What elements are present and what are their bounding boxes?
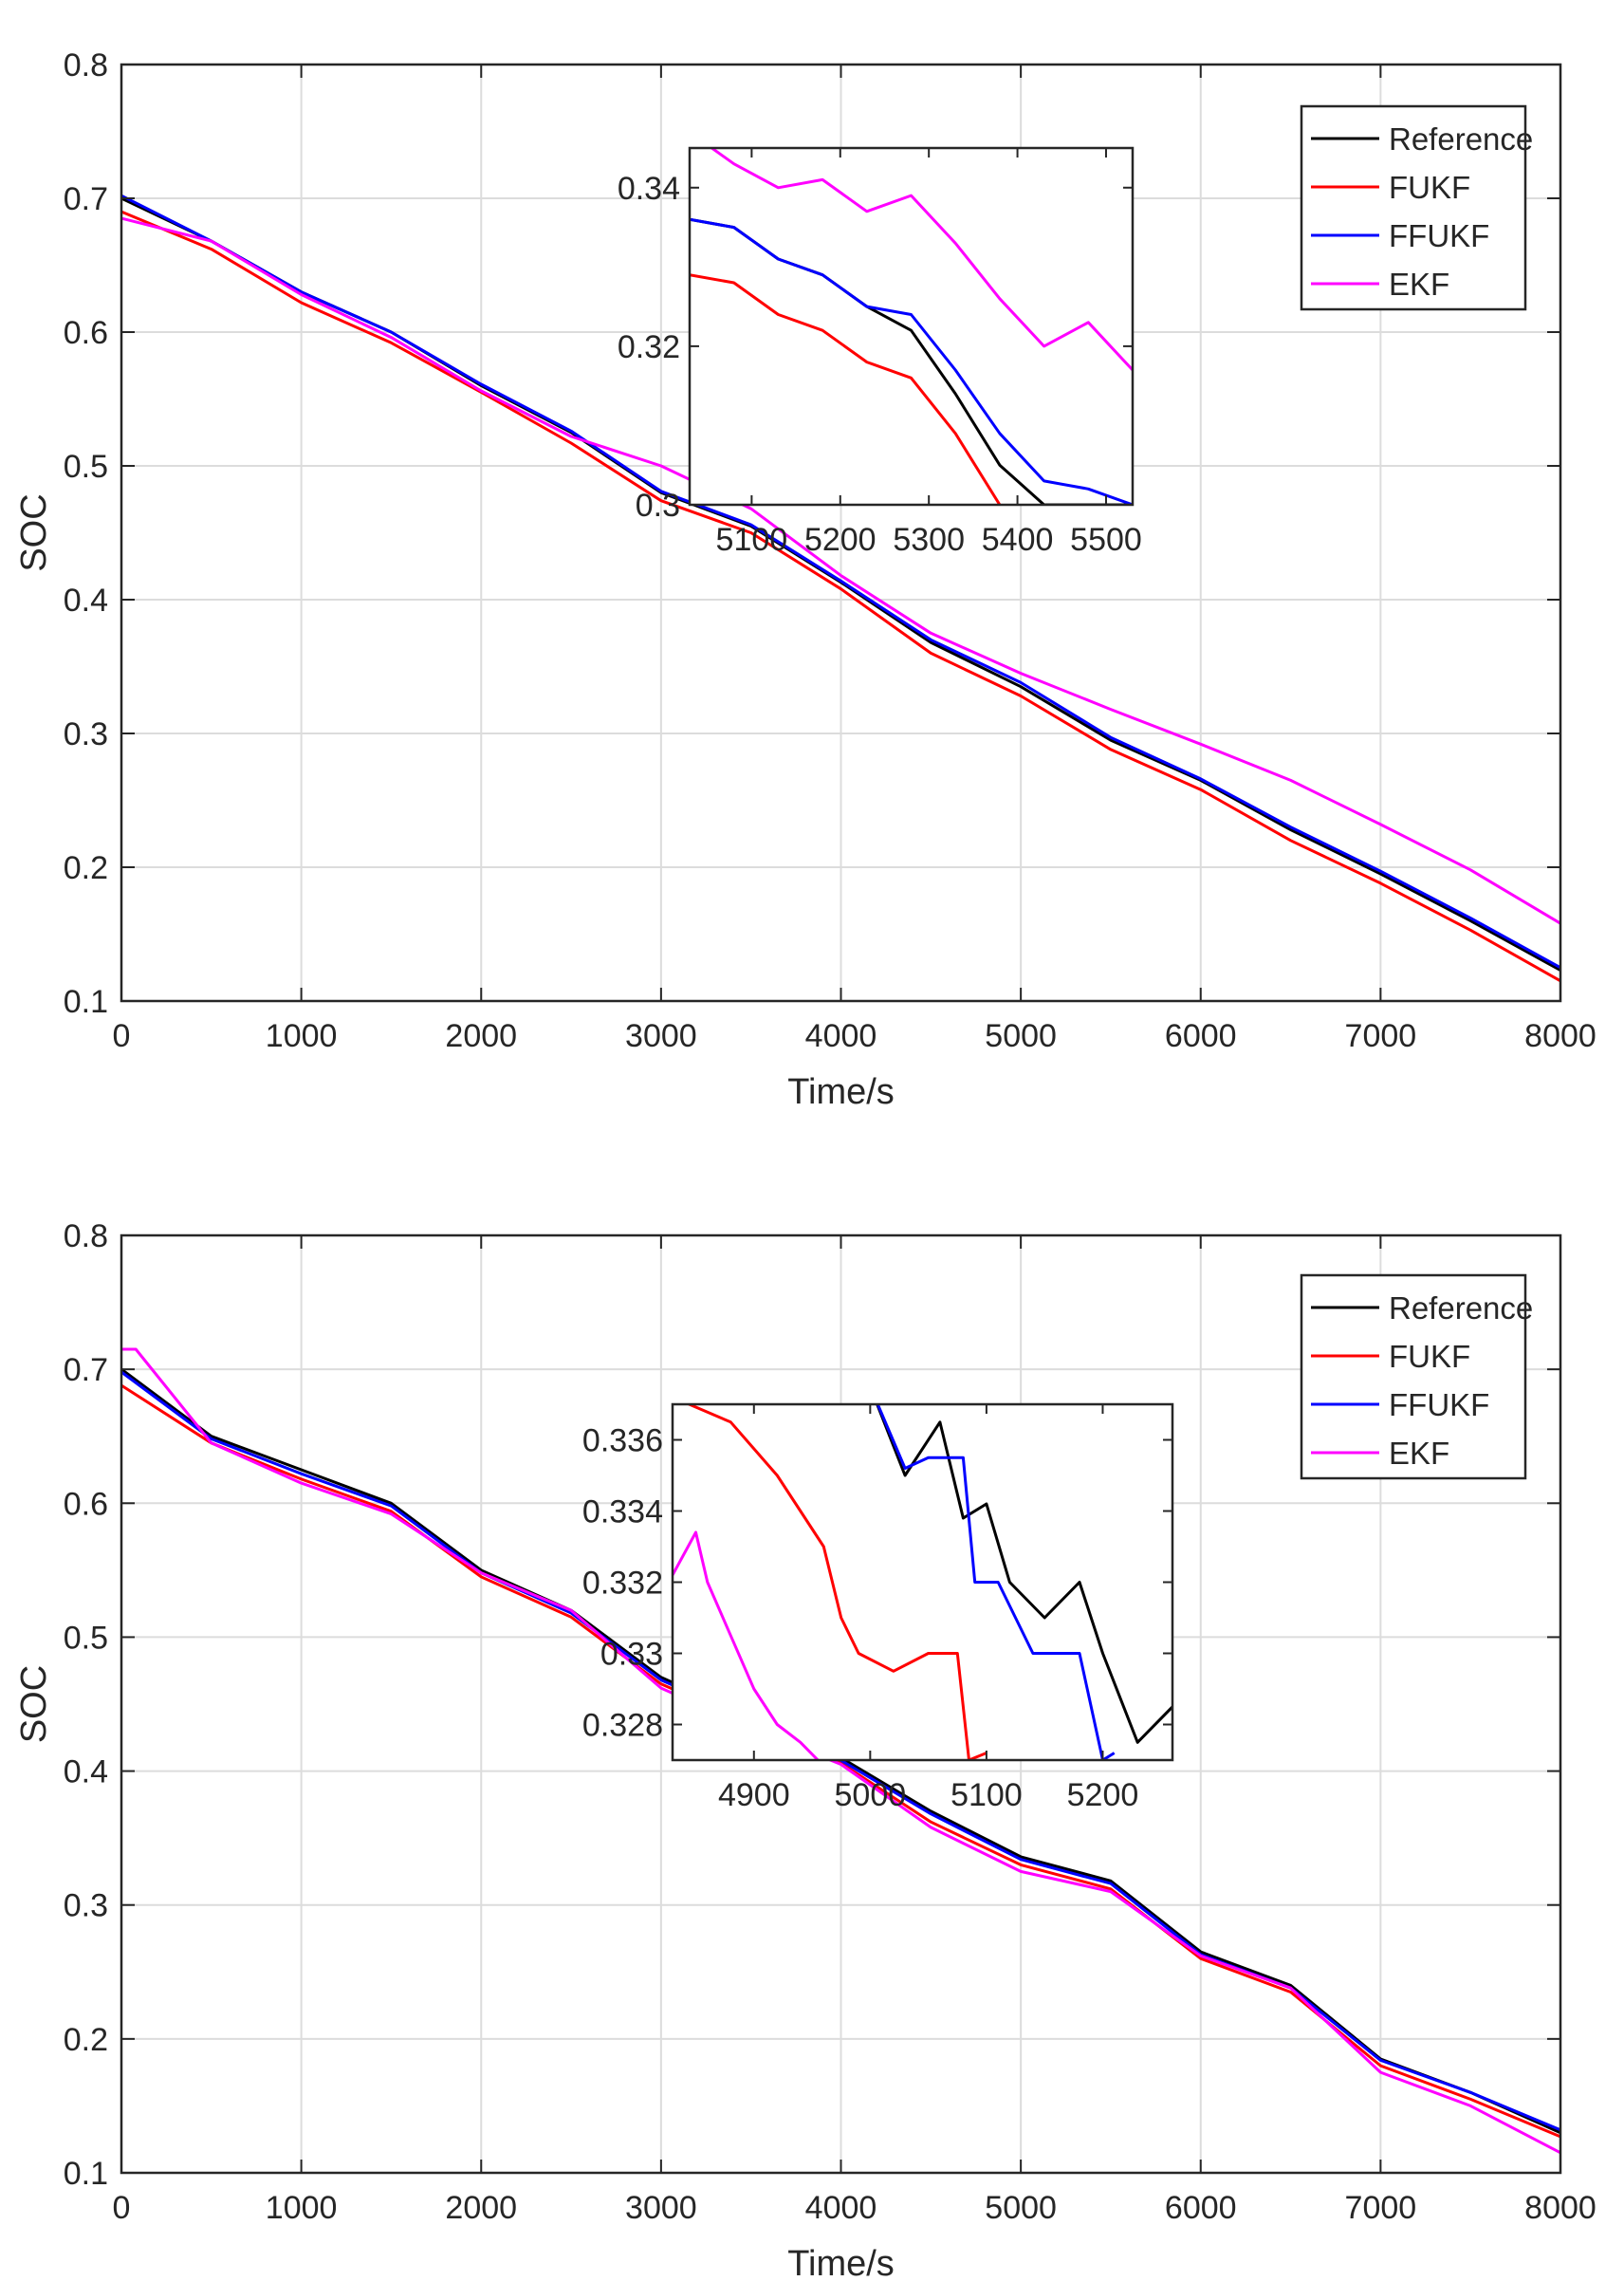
y-tick-label: 0.4: [64, 1754, 108, 1790]
x-tick-label: 4000: [805, 1018, 877, 1054]
y-tick-label: 0.7: [64, 1352, 108, 1388]
bottom-chart: 0 1000 2000 3000 4000 5000 6000 7000 8000 0.1 0.2 0…: [14, 1218, 1596, 2281]
legend-box: [1300, 1273, 1527, 1480]
inset-series-line-fukf: [685, 1404, 987, 1760]
legend: Reference FUKF FFUKF EKF: [1300, 1273, 1533, 1480]
inset-x-tick-label: 5300: [893, 522, 965, 558]
inset-x-tick-label: 4900: [718, 1777, 790, 1813]
y-tick-label: 0.5: [64, 449, 108, 485]
inset-y-tick-label: 0.33: [600, 1637, 663, 1673]
legend-label-reference: Reference: [1389, 121, 1533, 157]
y-tick-label: 0.5: [64, 1620, 108, 1656]
x-tick-label: 7000: [1345, 1018, 1417, 1054]
legend-label-ekf: EKF: [1389, 267, 1449, 302]
inset-series-line-ffukf: [690, 217, 1133, 505]
x-tick-label: 6000: [1165, 1018, 1237, 1054]
inset-y-tick-label: 0.34: [618, 171, 680, 207]
y-axis-label: SOC: [14, 493, 54, 571]
y-tick-label: 0.6: [64, 315, 108, 351]
legend-label-ffukf: FFUKF: [1389, 218, 1489, 253]
x-tick-label: 3000: [625, 2190, 697, 2226]
inset-x-tick-label: 5400: [982, 522, 1054, 558]
inset-y-tick-label: 0.336: [582, 1423, 663, 1459]
y-tick-label: 0.8: [64, 47, 108, 83]
series-line-ffukf: [120, 194, 1561, 970]
inset-plot-area: [673, 1404, 1172, 1760]
inset-series-group: [690, 148, 1133, 505]
inset-series-line-fukf: [690, 273, 1002, 505]
series-line-ekf: [120, 216, 1561, 925]
legend-label-fukf: FUKF: [1389, 170, 1470, 205]
x-axis-label: Time/s: [787, 1072, 895, 1112]
series-group: [120, 194, 1561, 983]
inset-x-tick-label: 5000: [835, 1777, 907, 1813]
x-tick-label: 1000: [266, 2190, 338, 2226]
y-tick-label: 0.1: [64, 984, 108, 1020]
x-tick-label: 8000: [1524, 2190, 1596, 2226]
legend-label-fukf: FUKF: [1389, 1339, 1470, 1374]
inset-y-tick-label: 0.334: [582, 1494, 663, 1530]
x-tick-label: 0: [113, 2190, 131, 2226]
inset-x-tick-label: 5100: [950, 1777, 1023, 1813]
inset-series-line-ekf: [673, 1530, 820, 1760]
y-tick-label: 0.1: [64, 2156, 108, 2192]
x-tick-label: 7000: [1345, 2190, 1417, 2226]
inset-series-line-ffukf: [876, 1404, 1116, 1760]
x-tick-label: 5000: [985, 2190, 1057, 2226]
y-tick-label: 0.7: [64, 181, 108, 217]
inset-plot-area: [690, 148, 1133, 505]
inset-axes-box: [688, 146, 1135, 507]
x-tick-label: 0: [113, 1018, 131, 1054]
x-axis-label: Time/s: [787, 2244, 895, 2281]
y-tick-label: 0.6: [64, 1486, 108, 1522]
top-chart: 0 1000 2000 3000 4000 5000 6000 7000 8000 0.1 0.2 0…: [14, 47, 1596, 1112]
x-tick-label: 2000: [445, 2190, 517, 2226]
y-tick-label: 0.2: [64, 850, 108, 886]
y-axis-label: SOC: [14, 1665, 54, 1743]
inset-series-line-ekf: [709, 148, 1133, 372]
x-tick-label: 8000: [1524, 1018, 1596, 1054]
x-tick-label: 6000: [1165, 2190, 1237, 2226]
inset-chart: 5100 5200 5300 5400 5500 0.3 0.32 0.34: [618, 146, 1142, 558]
y-tick-label: 0.3: [64, 1888, 108, 1924]
legend-box: [1300, 104, 1527, 311]
inset-series-group: [673, 1404, 1172, 1760]
series-line-fukf: [120, 210, 1561, 983]
legend-label-reference: Reference: [1389, 1290, 1533, 1326]
inset-x-tick-label: 5200: [804, 522, 877, 558]
legend-label-ekf: EKF: [1389, 1436, 1449, 1471]
inset-series-line-reference: [876, 1404, 1172, 1744]
x-tick-label: 4000: [805, 2190, 877, 2226]
y-tick-label: 0.2: [64, 2022, 108, 2058]
inset-y-tick-label: 0.328: [582, 1708, 663, 1744]
inset-chart: 4900 5000 5100 5200 0.328 0.33 0.332 0.334 0.336: [582, 1402, 1174, 1813]
inset-x-tick-label: 5500: [1070, 522, 1142, 558]
x-tick-label: 5000: [985, 1018, 1057, 1054]
y-tick-label: 0.8: [64, 1218, 108, 1254]
x-tick-label: 3000: [625, 1018, 697, 1054]
inset-y-tick-label: 0.32: [618, 329, 680, 365]
legend-label-ffukf: FFUKF: [1389, 1387, 1489, 1422]
y-tick-label: 0.4: [64, 583, 108, 619]
inset-x-tick-label: 5100: [716, 522, 788, 558]
legend: Reference FUKF FFUKF EKF: [1300, 104, 1533, 311]
x-tick-label: 1000: [266, 1018, 338, 1054]
inset-y-tick-label: 0.332: [582, 1566, 663, 1602]
inset-x-tick-label: 5200: [1067, 1777, 1139, 1813]
x-tick-label: 2000: [445, 1018, 517, 1054]
inset-y-tick-label: 0.3: [636, 488, 680, 524]
y-tick-label: 0.3: [64, 716, 108, 752]
